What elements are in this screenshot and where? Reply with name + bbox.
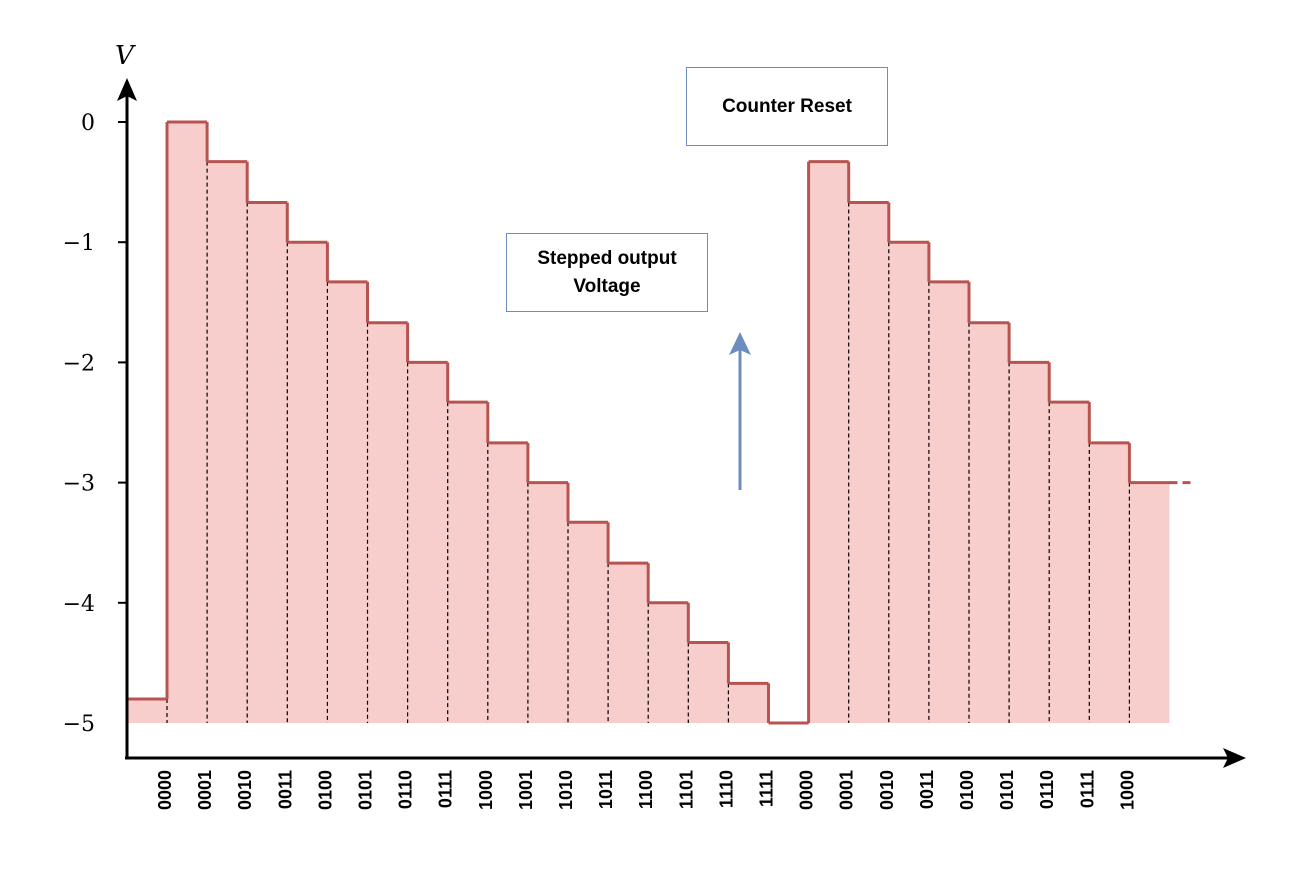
counter-reset-text: Counter Reset <box>722 95 852 117</box>
x-tick-label: 1101 <box>676 770 696 809</box>
step-dashed-dividers <box>166 161 1131 723</box>
x-tick-label: 1110 <box>716 770 736 808</box>
x-tick-label: 1001 <box>516 770 536 810</box>
x-tick-label: 1000 <box>1117 770 1137 810</box>
x-tick-label: 0011 <box>917 770 937 809</box>
stepped-output-label: Stepped output Voltage <box>506 233 708 312</box>
x-tick-label: 0100 <box>957 770 977 810</box>
stepped-output-text-line1: Stepped output <box>537 247 677 269</box>
step-series-line <box>127 120 1192 725</box>
x-tick-label: 1111 <box>757 770 777 807</box>
x-tick-label: 0000 <box>797 770 817 810</box>
y-tick-label: 0 <box>81 111 95 136</box>
x-tick-label: 0011 <box>275 770 295 809</box>
x-tick-label: 0001 <box>195 770 215 810</box>
step-fill-area <box>127 122 1170 723</box>
x-tick-label: 0000 <box>155 770 175 810</box>
x-tick-label: 1010 <box>556 770 576 810</box>
x-tick-label: 0111 <box>1077 770 1097 808</box>
axes: V <box>115 41 1246 768</box>
x-tick-label: 0101 <box>997 770 1017 810</box>
x-tick-label: 0010 <box>235 770 255 810</box>
counter-reset-label: Counter Reset <box>686 67 888 146</box>
x-tick-label: 1100 <box>636 770 656 809</box>
x-tick-label: 0100 <box>315 770 335 810</box>
x-tick-label: 0110 <box>396 770 416 809</box>
x-tick-label: 0001 <box>837 770 857 810</box>
x-tick-label: 0010 <box>877 770 897 810</box>
y-ticks: 0 −1 −2 −3 −4 −5 <box>63 111 127 737</box>
arrow-head <box>729 332 751 355</box>
x-tick-label: 1000 <box>476 770 496 810</box>
x-tick-label: 1011 <box>596 770 616 809</box>
x-tick-label: 0110 <box>1037 770 1057 809</box>
y-tick-label: −5 <box>63 712 95 737</box>
x-tick-label: 0101 <box>356 770 376 810</box>
y-tick-label: −3 <box>63 472 95 497</box>
y-tick-label: −1 <box>63 231 95 256</box>
x-axis-arrowhead <box>1223 748 1246 768</box>
y-axis-label: V <box>115 41 136 71</box>
x-tick-labels: 0000 0001 0010 0011 0100 0101 0110 0111 1000 1001… <box>155 770 1137 810</box>
y-tick-label: −4 <box>63 592 95 617</box>
upward-arrow <box>729 332 751 490</box>
stepped-output-text-line2: Voltage <box>573 275 641 297</box>
x-tick-label: 0111 <box>436 770 456 808</box>
step-fill-path <box>127 122 1170 723</box>
y-tick-label: −2 <box>63 351 95 376</box>
y-axis-arrowhead <box>117 78 137 101</box>
